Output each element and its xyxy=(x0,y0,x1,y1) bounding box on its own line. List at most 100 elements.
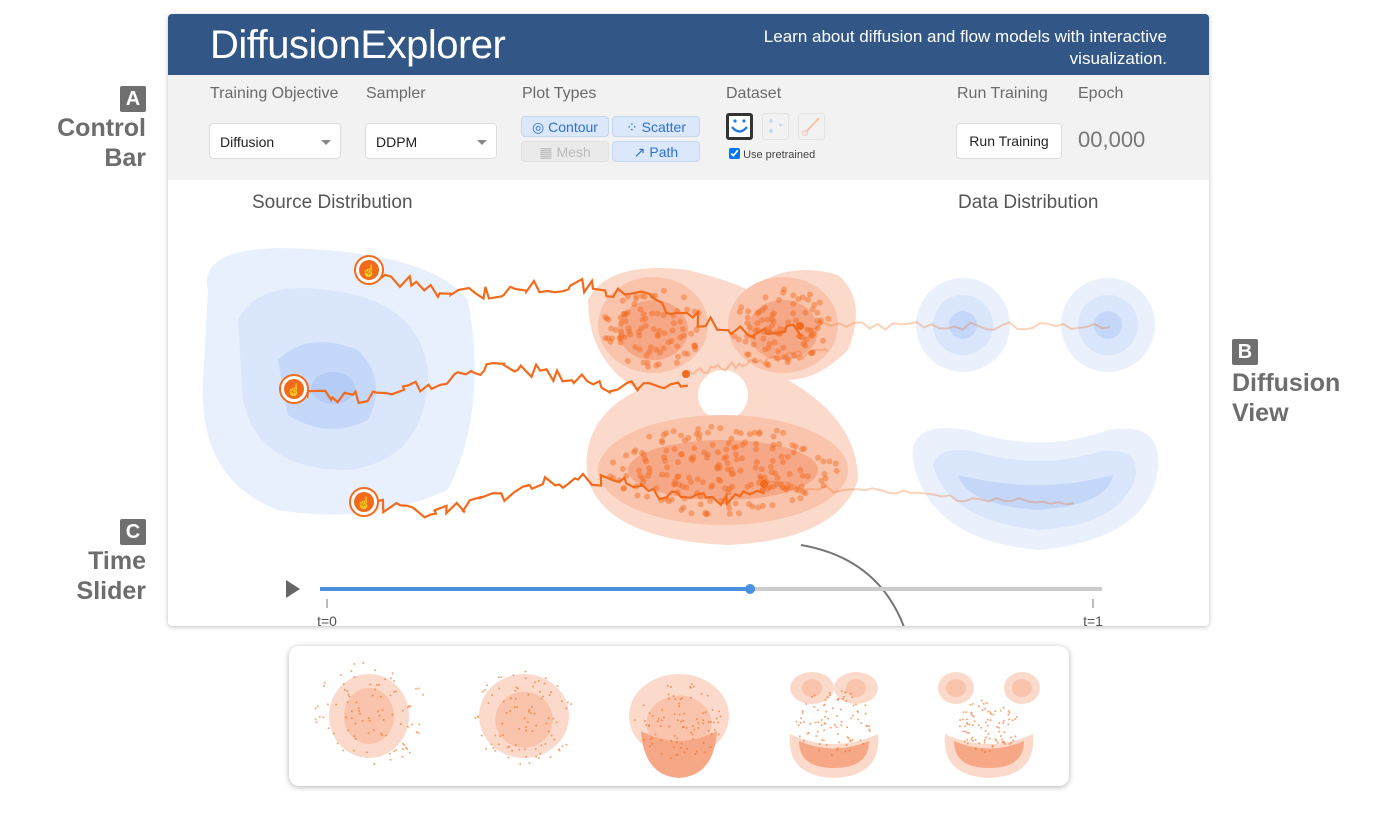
snapshot-point xyxy=(797,724,800,727)
scatter-point xyxy=(704,429,711,436)
scatter-point xyxy=(664,464,671,471)
snapshot-point xyxy=(962,730,965,733)
snapshot-point xyxy=(667,693,670,696)
scatter-point xyxy=(654,310,661,317)
contour-toggle[interactable]: ◎ Contour xyxy=(521,116,609,137)
snapshot-point xyxy=(693,728,696,731)
snapshot-point xyxy=(318,715,321,718)
trajectory-end xyxy=(682,370,690,378)
scatter-point xyxy=(742,338,749,345)
svg-text:☝: ☝ xyxy=(357,495,372,510)
snapshot-point xyxy=(565,743,568,746)
scatter-point xyxy=(644,363,651,370)
snapshot-point xyxy=(410,723,413,726)
snapshot-point xyxy=(672,694,675,697)
snapshot-point xyxy=(964,725,967,728)
scatter-point xyxy=(603,315,610,322)
dataset-smiley[interactable] xyxy=(726,113,753,140)
snapshot-point xyxy=(666,684,669,687)
snapshot-point xyxy=(840,708,843,711)
scatter-point xyxy=(826,458,833,465)
snapshot-point xyxy=(862,743,865,746)
snapshot-point xyxy=(840,689,843,692)
scatter-point xyxy=(803,336,810,343)
training-objective-select[interactable]: Diffusion xyxy=(209,123,341,159)
snapshot-point xyxy=(314,718,317,721)
snapshot-point xyxy=(371,694,374,697)
snapshot-point xyxy=(690,686,693,689)
scatter-point xyxy=(618,320,625,327)
scatter-point xyxy=(650,326,657,333)
play-icon[interactable] xyxy=(286,580,300,598)
snapshot-point xyxy=(498,735,501,738)
snapshot-point xyxy=(477,715,480,718)
scatter-point xyxy=(631,300,638,307)
diffusion-plot[interactable]: ☝ ☝ ☝ t=0 t=1 xyxy=(168,180,1209,626)
scatter-point xyxy=(714,449,721,456)
scatter-point xyxy=(646,348,653,355)
snapshot-point xyxy=(820,738,823,741)
snapshot-point xyxy=(833,724,836,727)
scatter-point xyxy=(605,335,612,342)
snapshot-point xyxy=(1000,735,1003,738)
scatter-point xyxy=(759,307,766,314)
snapshot-point xyxy=(958,725,961,728)
scatter-point xyxy=(770,433,777,440)
scatter-point xyxy=(802,342,809,349)
scatter-point xyxy=(610,459,617,466)
snapshot-point xyxy=(702,742,705,745)
run-training-button[interactable]: Run Training xyxy=(956,123,1062,159)
label: Slider xyxy=(76,577,146,605)
snapshot-point xyxy=(986,724,989,727)
path-toggle[interactable]: ↗ Path xyxy=(612,141,700,162)
sampler-select[interactable]: DDPM xyxy=(365,123,497,159)
snapshot-point xyxy=(332,732,335,735)
snapshot-point xyxy=(835,726,838,729)
scatter-point xyxy=(805,296,812,303)
snapshot-point xyxy=(535,724,538,727)
data-distribution-title: Data Distribution xyxy=(958,192,1099,213)
scatter-point xyxy=(773,427,780,434)
slider-handle[interactable] xyxy=(745,584,756,594)
snapshot-point xyxy=(649,738,652,741)
drag-handles[interactable]: ☝ ☝ ☝ xyxy=(279,255,384,517)
snapshot-point xyxy=(345,716,348,719)
scatter-point xyxy=(733,443,740,450)
checkbox[interactable] xyxy=(729,148,740,159)
scatter-point xyxy=(802,490,809,497)
snapshot-point xyxy=(969,703,972,706)
snapshot-point xyxy=(550,734,553,737)
scatter-point xyxy=(635,328,642,335)
plot-types-label: Plot Types xyxy=(522,85,597,102)
scatter-point xyxy=(783,486,790,493)
dataset-clusters[interactable] xyxy=(762,113,789,140)
use-pretrained-checkbox[interactable]: Use pretrained xyxy=(729,148,815,161)
scatter-point xyxy=(688,479,695,486)
scatter-point xyxy=(773,481,780,488)
snapshot-point xyxy=(645,723,648,726)
hand-pointer-icon[interactable]: ☝ xyxy=(354,255,384,285)
mesh-toggle[interactable]: ▦ Mesh xyxy=(521,141,609,162)
scatter-point xyxy=(769,502,776,509)
scatter-toggle[interactable]: ⁘ Scatter xyxy=(612,116,700,137)
snapshot-point xyxy=(824,698,827,701)
snapshot-point xyxy=(844,691,847,694)
scatter-point xyxy=(793,317,800,324)
snapshot-point xyxy=(667,697,670,700)
scatter-point xyxy=(684,306,691,313)
scatter-point xyxy=(602,335,609,342)
snapshot-point xyxy=(384,734,387,737)
snapshot-point xyxy=(358,712,361,715)
mesh-icon: ▦ xyxy=(539,144,553,160)
snapshot-point xyxy=(970,712,973,715)
hand-pointer-icon[interactable]: ☝ xyxy=(279,374,309,404)
snapshot-point xyxy=(547,730,550,733)
header: DiffusionExplorer Learn about diffusion … xyxy=(168,14,1209,75)
snapshot-point xyxy=(702,719,705,722)
dataset-draw[interactable] xyxy=(798,113,825,140)
time-slider[interactable]: t=0 t=1 xyxy=(286,580,1103,626)
snapshot-point xyxy=(818,743,821,746)
scatter-point xyxy=(671,445,678,452)
snapshot-point xyxy=(816,709,819,712)
hand-pointer-icon[interactable]: ☝ xyxy=(349,487,379,517)
